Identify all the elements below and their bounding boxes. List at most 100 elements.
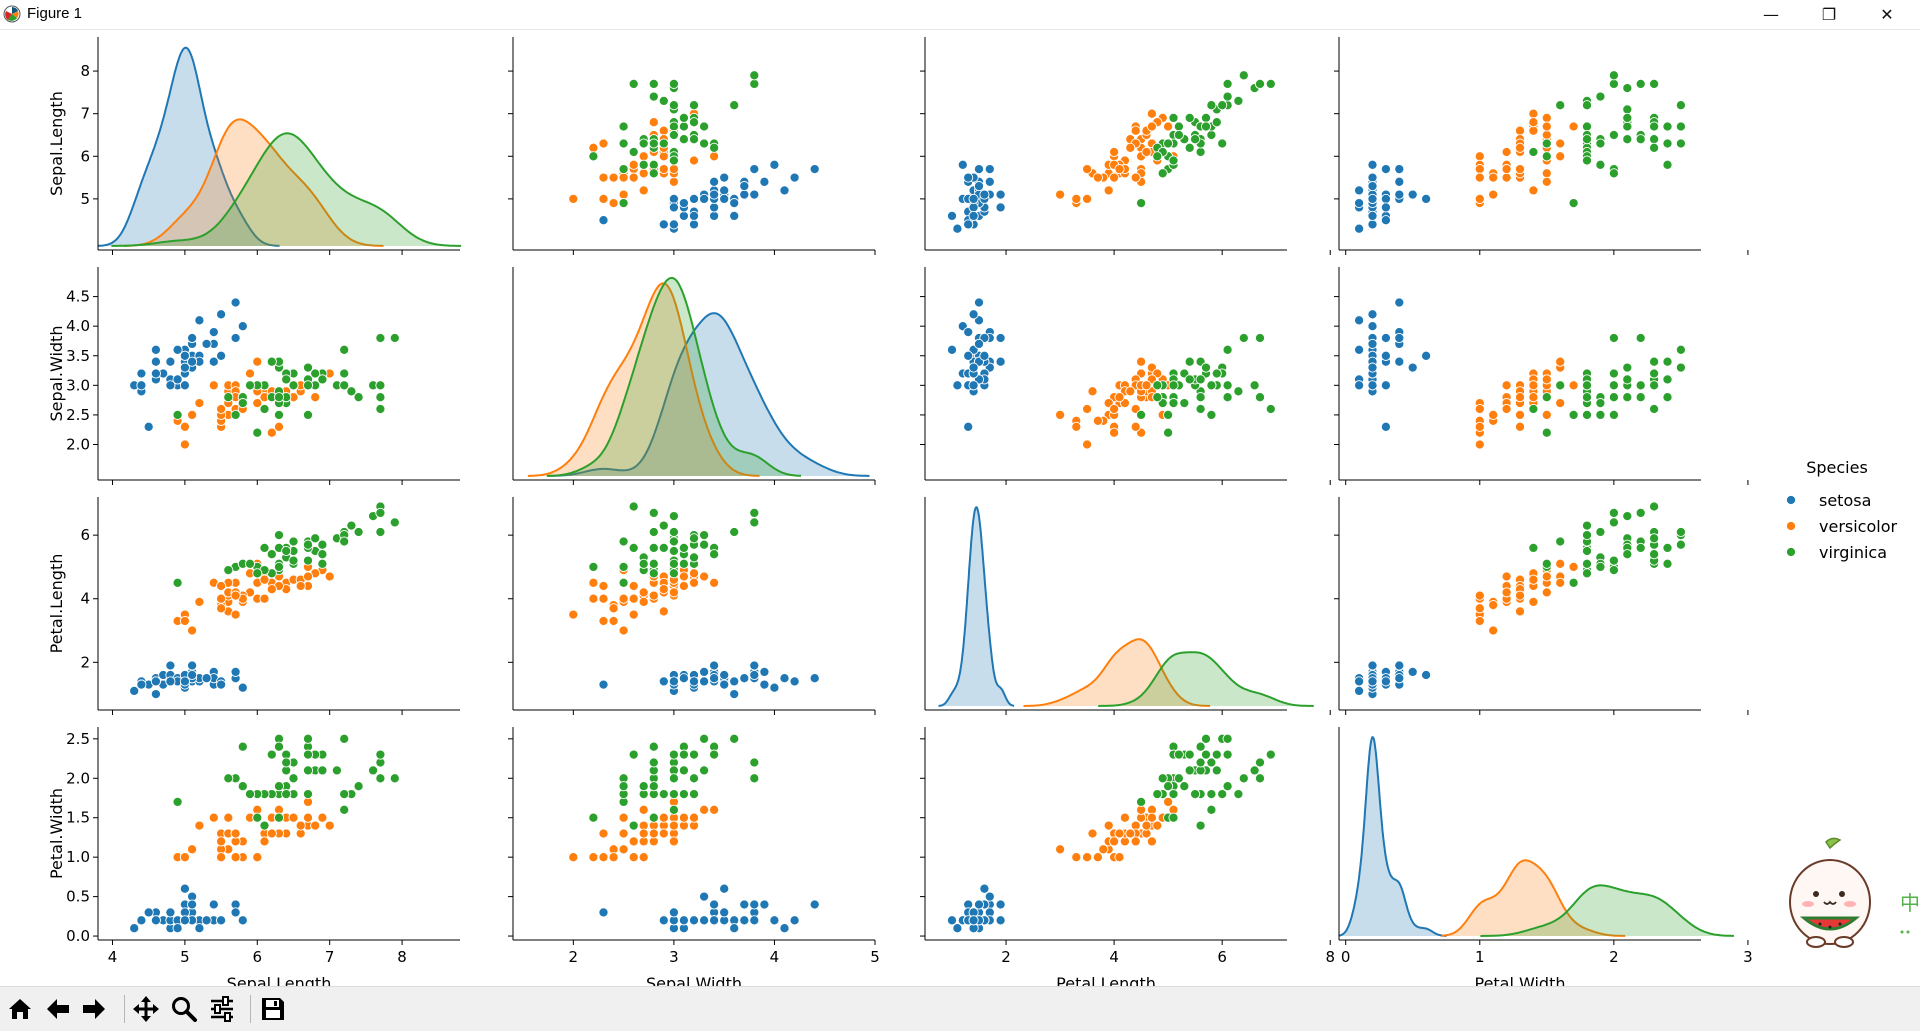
point-versicolor xyxy=(1146,108,1157,119)
point-virginica xyxy=(648,558,659,569)
point-setosa xyxy=(699,193,710,204)
point-versicolor xyxy=(1474,164,1485,175)
point-versicolor xyxy=(678,571,689,582)
point-virginica xyxy=(1222,392,1233,403)
restore-button[interactable]: ❐ xyxy=(1821,5,1837,24)
point-virginica xyxy=(1217,100,1228,111)
subplot-petal-width-vs-petal-length: 2 4 6 8 xyxy=(920,727,1335,966)
point-versicolor xyxy=(598,828,609,839)
point-versicolor xyxy=(288,812,299,823)
legend-marker-setosa xyxy=(1785,494,1797,506)
point-versicolor xyxy=(638,168,649,179)
point-virginica xyxy=(1568,198,1579,209)
point-virginica xyxy=(302,789,314,800)
point-setosa xyxy=(759,679,770,690)
point-setosa xyxy=(129,685,140,696)
point-versicolor xyxy=(1071,421,1082,432)
point-virginica xyxy=(1662,138,1673,149)
point-versicolor xyxy=(1055,844,1066,855)
point-setosa xyxy=(952,380,963,391)
point-versicolor xyxy=(709,577,720,588)
y-tick-label: 6 xyxy=(80,147,90,165)
point-setosa xyxy=(749,660,760,671)
kde-line-setosa xyxy=(97,46,280,247)
configure-subplots-button[interactable] xyxy=(206,993,238,1025)
close-button[interactable]: ✕ xyxy=(1880,5,1894,24)
point-virginica xyxy=(1217,789,1228,800)
point-virginica xyxy=(273,409,285,420)
point-virginica xyxy=(346,520,357,531)
point-versicolor xyxy=(1141,146,1152,158)
point-versicolor xyxy=(179,852,190,863)
point-virginica xyxy=(223,565,234,576)
point-virginica xyxy=(648,812,659,823)
point-setosa xyxy=(136,380,147,391)
point-setosa xyxy=(995,915,1006,926)
home-button[interactable] xyxy=(4,993,36,1025)
point-virginica xyxy=(273,530,285,541)
point-virginica xyxy=(1608,129,1619,141)
legend-label-setosa: setosa xyxy=(1819,491,1871,510)
point-virginica xyxy=(1206,409,1217,420)
point-virginica xyxy=(237,398,248,409)
point-virginica xyxy=(1581,520,1593,531)
kde-fill-setosa xyxy=(97,47,280,246)
point-versicolor xyxy=(230,852,241,863)
point-versicolor xyxy=(266,427,277,438)
legend: Species setosa versicolor virginica xyxy=(1785,458,1897,562)
point-virginica xyxy=(389,773,400,784)
point-virginica xyxy=(658,520,669,531)
point-setosa xyxy=(709,189,720,200)
point-virginica xyxy=(1635,380,1646,391)
minimize-button[interactable]: — xyxy=(1763,5,1779,24)
x-axis-label: Sepal.Length xyxy=(227,974,332,986)
point-setosa xyxy=(1421,193,1432,204)
point-versicolor xyxy=(1514,409,1526,420)
point-versicolor xyxy=(266,828,277,839)
point-virginica xyxy=(281,545,292,557)
save-button[interactable] xyxy=(257,993,289,1025)
point-versicolor xyxy=(230,590,241,601)
zoom-button[interactable] xyxy=(168,993,200,1025)
point-virginica xyxy=(1662,356,1673,367)
point-virginica xyxy=(1184,749,1195,760)
point-versicolor xyxy=(1130,836,1141,847)
point-virginica xyxy=(302,765,314,776)
point-virginica xyxy=(1675,344,1686,355)
point-virginica xyxy=(1200,362,1212,373)
point-versicolor xyxy=(1541,374,1552,385)
point-setosa xyxy=(598,679,609,690)
x-axis-label: Petal.Length xyxy=(1056,974,1156,986)
point-virginica xyxy=(1200,112,1212,123)
point-setosa xyxy=(973,899,985,910)
point-setosa xyxy=(729,210,740,221)
point-virginica xyxy=(1211,368,1222,379)
point-virginica xyxy=(1222,380,1233,391)
point-versicolor xyxy=(1119,812,1130,823)
point-versicolor xyxy=(1125,386,1136,397)
point-virginica xyxy=(648,741,659,752)
point-setosa xyxy=(172,374,183,385)
pan-button[interactable] xyxy=(130,993,162,1025)
y-tick-label: 6 xyxy=(80,526,90,544)
point-versicolor xyxy=(1474,439,1485,450)
point-setosa xyxy=(668,219,679,230)
point-versicolor xyxy=(568,609,579,620)
point-versicolor xyxy=(1474,603,1485,614)
point-setosa xyxy=(1354,198,1365,209)
point-versicolor xyxy=(216,603,227,614)
point-virginica xyxy=(1222,78,1233,89)
point-versicolor xyxy=(1514,590,1526,601)
forward-button[interactable] xyxy=(78,993,110,1025)
back-button[interactable] xyxy=(42,993,74,1025)
point-versicolor xyxy=(638,828,649,839)
point-versicolor xyxy=(1501,403,1512,415)
point-versicolor xyxy=(1555,398,1566,409)
point-virginica xyxy=(1622,134,1633,145)
point-virginica xyxy=(749,517,760,528)
point-virginica xyxy=(1595,409,1606,420)
point-versicolor xyxy=(618,593,629,604)
point-virginica xyxy=(688,789,700,800)
point-setosa xyxy=(1367,219,1378,230)
x-tick-label: 5 xyxy=(870,948,880,966)
